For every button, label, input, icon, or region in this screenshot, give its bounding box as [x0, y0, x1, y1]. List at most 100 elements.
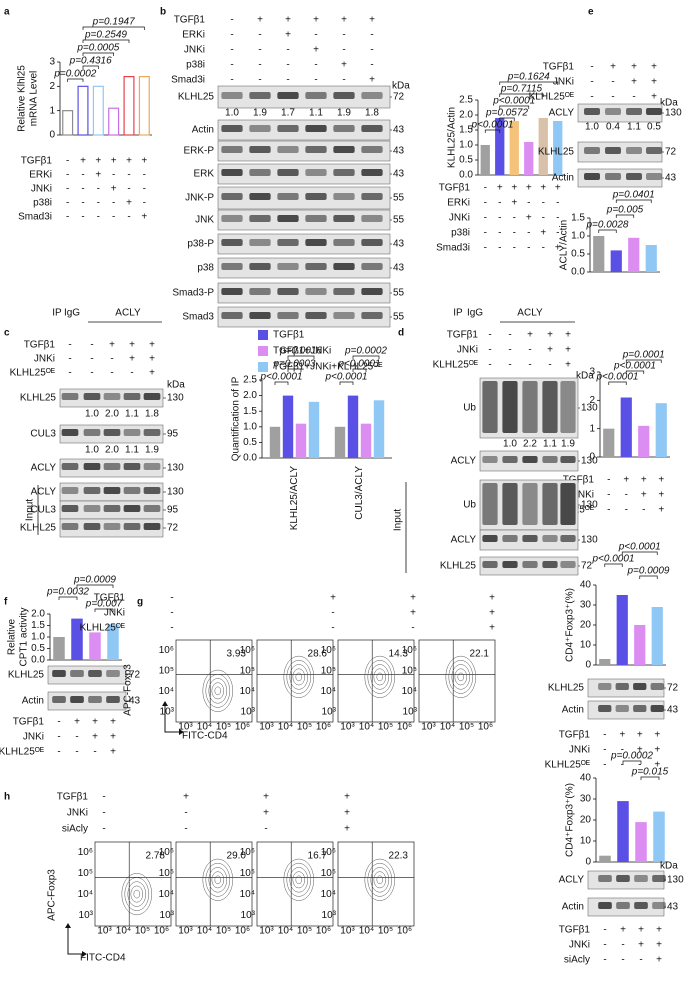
p-bracket: [499, 105, 530, 109]
blot-label: JNK: [195, 215, 214, 226]
flow-percentage: 14.3: [389, 649, 409, 660]
condition-sign: -: [75, 732, 78, 743]
condition-label: KLHL25ᴼᴱ: [10, 368, 55, 379]
condition-sign: -: [127, 170, 130, 181]
blot-label: p38-P: [187, 239, 214, 250]
condition-sign: +: [110, 747, 116, 758]
condition-sign: -: [170, 593, 173, 604]
condition-sign: +: [489, 608, 495, 619]
condition-sign: -: [110, 354, 113, 365]
condition-sign: +: [623, 475, 629, 486]
condition-sign: +: [527, 330, 533, 341]
kda-marker: 72: [665, 147, 677, 158]
p-value: p=0.0032: [46, 587, 89, 598]
y-axis-label: Relative: [7, 619, 18, 656]
blot-label: Ub: [463, 500, 476, 511]
condition-sign: +: [540, 183, 546, 194]
blot-band: [626, 147, 642, 154]
condition-sign: -: [286, 60, 289, 71]
condition-sign: -: [488, 360, 491, 371]
condition-label: JNKi: [573, 490, 594, 501]
blot-label: Ub: [463, 403, 476, 414]
ip-igg: IgG: [64, 308, 80, 319]
y-tick-label: 0.0: [31, 655, 45, 666]
y-tick-label: 40: [580, 580, 592, 591]
bar: [269, 426, 281, 458]
blot-band: [598, 683, 612, 690]
blot-band: [333, 92, 355, 99]
contour: [202, 858, 234, 901]
condition-sign: +: [285, 15, 291, 26]
bar: [62, 110, 74, 136]
condition-sign: +: [330, 593, 336, 604]
condition-sign: -: [488, 330, 491, 341]
blot-band: [605, 147, 621, 154]
kda-marker: 43: [393, 263, 405, 274]
y-tick-label: 1.0: [243, 421, 257, 432]
flow-x-tick: 10³: [178, 926, 193, 937]
blot-band: [83, 523, 101, 530]
panel-letter: b: [160, 7, 166, 18]
condition-sign: -: [66, 184, 69, 195]
condition-sign: -: [143, 184, 146, 195]
condition-sign: -: [66, 212, 69, 223]
condition-label: KLHL25ᴼᴱ: [529, 92, 574, 103]
flow-x-tick: 10⁶: [316, 722, 331, 733]
blot-label: ACLY: [31, 487, 57, 498]
condition-sign: -: [411, 623, 414, 634]
bar: [77, 85, 89, 136]
bar: [138, 75, 150, 136]
y-tick-label: 0.0: [459, 170, 473, 181]
condition-sign: -: [286, 45, 289, 56]
flow-frame: [256, 639, 334, 723]
condition-sign: -: [331, 608, 334, 619]
condition-sign: -: [130, 368, 133, 379]
y-tick-label: 10: [580, 640, 592, 651]
contour: [286, 660, 312, 694]
condition-sign: +: [111, 184, 117, 195]
flow-y-tick: 10³: [322, 910, 337, 921]
flow-x-label: FITC-CD4: [182, 731, 228, 742]
category-label: KLHL25/ACLY: [289, 466, 300, 531]
bar: [282, 395, 294, 458]
condition-sign: -: [527, 243, 530, 254]
bar: [610, 250, 622, 272]
bar: [593, 236, 605, 272]
condition-label: JNKi: [553, 77, 574, 88]
blot-label: Smad3: [182, 312, 214, 323]
flow-x-tick: 10⁴: [359, 722, 374, 733]
p-bracket: [58, 596, 78, 600]
condition-sign: -: [527, 228, 530, 239]
blot-band: [61, 505, 79, 512]
condition-label: ERKi: [29, 170, 52, 181]
p-value: p<0.0001: [471, 120, 514, 131]
condition-sign: +: [129, 354, 135, 365]
y-tick-label: 2.0: [459, 110, 473, 121]
condition-sign: +: [183, 792, 189, 803]
p-bracket: [608, 381, 627, 385]
bar: [373, 400, 385, 458]
condition-sign: -: [498, 243, 501, 254]
blot-band: [361, 312, 383, 319]
blot-band: [249, 169, 271, 176]
blot-band: [333, 263, 355, 270]
condition-sign: -: [90, 340, 93, 351]
condition-sign: +: [656, 955, 662, 966]
condition-sign: +: [110, 717, 116, 728]
band-quantification: 1.1: [627, 122, 641, 133]
condition-sign: +: [658, 490, 664, 501]
blot-band: [221, 288, 243, 295]
flow-y-tick: 10⁵: [321, 665, 336, 676]
blot-label: ACLY: [451, 535, 477, 546]
y-tick-label: 0: [585, 660, 591, 671]
blot-band: [598, 705, 612, 712]
condition-sign: -: [508, 345, 511, 356]
condition-sign: +: [656, 925, 662, 936]
bar: [599, 659, 611, 665]
condition-sign: -: [102, 824, 105, 835]
blot-band: [103, 523, 121, 530]
y-axis-label: KLHL25/Actin: [447, 107, 458, 168]
blot-band: [143, 523, 161, 530]
contour: [211, 871, 225, 889]
